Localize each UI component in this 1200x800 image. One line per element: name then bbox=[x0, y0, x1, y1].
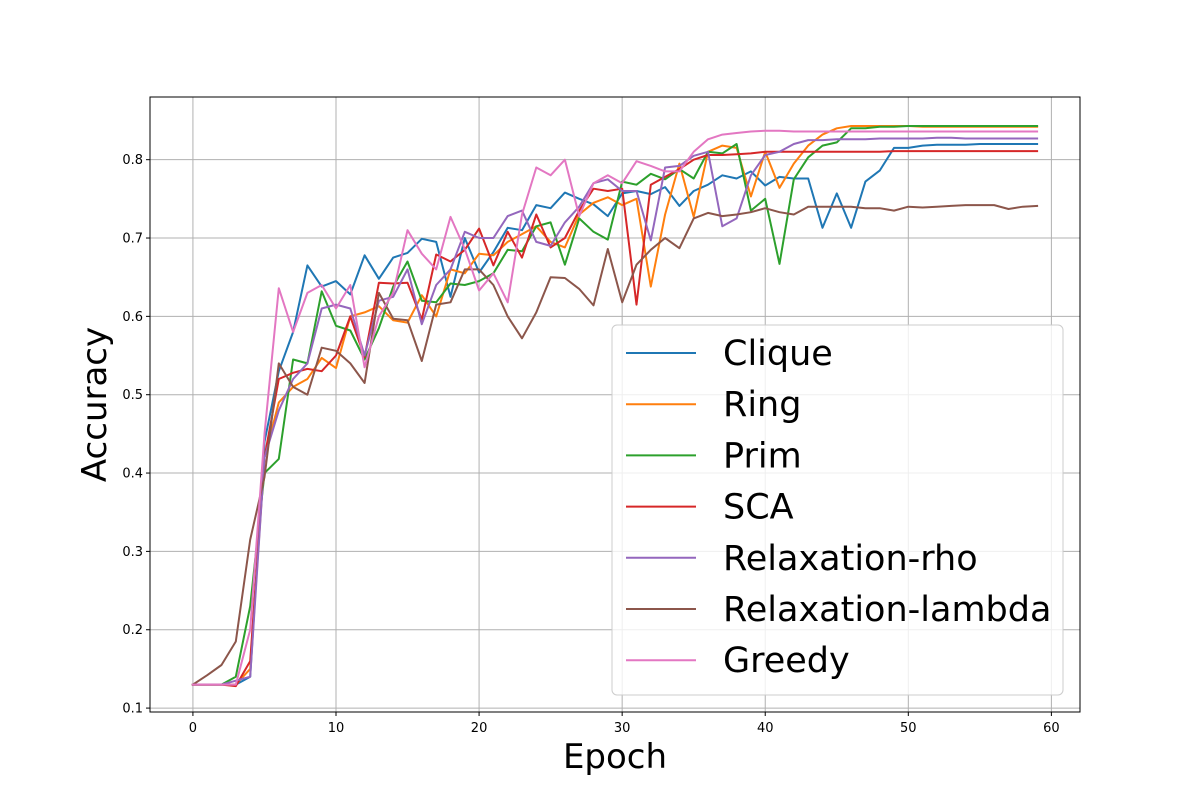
y-tick-label: 0.8 bbox=[122, 153, 143, 168]
x-tick-label: 10 bbox=[328, 721, 345, 736]
x-axis-ticks: 0 10 20 30 40 50 60 bbox=[189, 712, 1060, 736]
legend-label: Greedy bbox=[723, 641, 850, 681]
series-lines bbox=[191, 125, 1039, 688]
legend-label: Prim bbox=[723, 436, 802, 476]
y-axis-title: Accuracy bbox=[75, 327, 115, 482]
x-tick-label: 0 bbox=[189, 721, 197, 736]
series-line-sca bbox=[191, 150, 1039, 688]
series-line-prim bbox=[191, 125, 1039, 686]
y-tick-label: 0.7 bbox=[122, 232, 143, 247]
legend-box bbox=[611, 324, 1064, 696]
x-axis-title: Epoch bbox=[563, 737, 667, 777]
legend-label: Clique bbox=[723, 334, 833, 374]
plot-area-frame bbox=[149, 96, 1081, 713]
x-tick-label: 60 bbox=[1043, 721, 1060, 736]
legend-label: Ring bbox=[723, 385, 801, 425]
y-tick-label: 0.5 bbox=[122, 388, 143, 403]
x-tick-label: 30 bbox=[614, 721, 631, 736]
series-line-greedy bbox=[191, 129, 1039, 686]
x-tick-label: 40 bbox=[757, 721, 774, 736]
x-tick-label: 20 bbox=[471, 721, 488, 736]
x-tick-label: 50 bbox=[900, 721, 917, 736]
legend: Clique Ring Prim SCA Relaxation-rho Relaxatio… bbox=[611, 324, 1064, 696]
legend-label: Relaxation-lambda bbox=[723, 590, 1051, 630]
y-axis-ticks: 0.1 0.2 0.3 0.4 0.5 0.6 0.7 0.8 bbox=[122, 153, 150, 717]
series-line-relaxation-lambda bbox=[191, 204, 1039, 686]
legend-label: Relaxation-rho bbox=[723, 539, 978, 579]
y-tick-label: 0.6 bbox=[122, 310, 143, 325]
legend-label: SCA bbox=[723, 488, 794, 528]
y-tick-label: 0.3 bbox=[122, 545, 143, 560]
y-tick-label: 0.4 bbox=[122, 467, 143, 482]
y-tick-label: 0.1 bbox=[122, 702, 143, 717]
y-tick-label: 0.2 bbox=[122, 623, 143, 638]
series-line-clique bbox=[191, 143, 1039, 686]
